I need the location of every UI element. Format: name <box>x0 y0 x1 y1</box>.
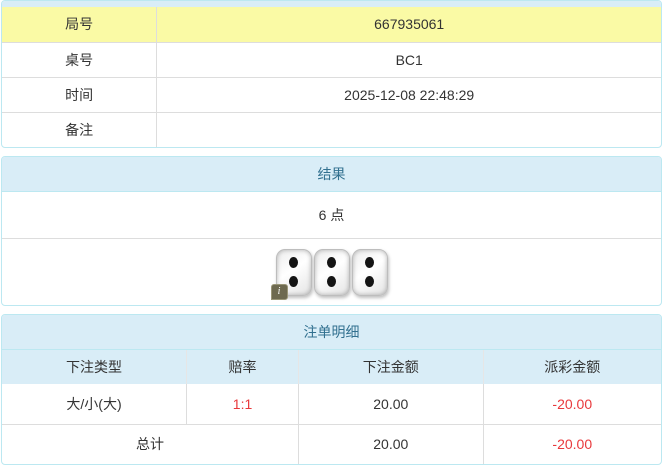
payout-cell: -20.00 <box>482 384 661 424</box>
column-header-payout: 派彩金额 <box>482 350 661 384</box>
bet-details-table: 下注类型 赔率 下注金额 派彩金额 大/小(大) 1:1 20.00 -20.0… <box>2 350 661 464</box>
table-row: 时间 2025-12-08 22:48:29 <box>2 76 661 112</box>
die-dot <box>289 275 298 287</box>
dice-group: i <box>270 248 389 300</box>
table-number-value: BC1 <box>156 41 661 77</box>
total-label: 总计 <box>2 423 299 464</box>
die-dot <box>365 257 374 269</box>
odds-cell: 1:1 <box>186 384 299 424</box>
round-info-panel: 局号 667935061 桌号 BC1 时间 2025-12-08 22:48:… <box>1 0 662 148</box>
die-3 <box>351 248 388 296</box>
bet-details-title: 注单明细 <box>2 315 661 350</box>
result-panel: 结果 6 点 i <box>1 156 662 306</box>
column-header-odds: 赔率 <box>186 350 299 384</box>
table-row: 桌号 BC1 <box>2 41 661 77</box>
dice-row: i <box>2 239 661 305</box>
die-dot <box>365 275 374 287</box>
time-label: 时间 <box>2 76 157 112</box>
round-info-panel-top-strip <box>2 1 661 7</box>
table-header-row: 下注类型 赔率 下注金额 派彩金额 <box>2 350 661 384</box>
table-row: 大/小(大) 1:1 20.00 -20.00 <box>2 384 661 424</box>
table-number-label: 桌号 <box>2 41 157 77</box>
round-number-label: 局号 <box>2 7 157 42</box>
result-points: 6 点 <box>2 192 661 239</box>
remark-value <box>156 111 661 147</box>
result-panel-title: 结果 <box>2 157 661 192</box>
info-icon[interactable]: i <box>270 283 288 300</box>
remark-label: 备注 <box>2 111 157 147</box>
round-number-value: 667935061 <box>156 7 661 42</box>
bet-details-panel: 注单明细 下注类型 赔率 下注金额 派彩金额 大/小(大) 1:1 20.00 … <box>1 314 662 465</box>
total-bet-amount: 20.00 <box>298 423 484 464</box>
die-dot <box>327 257 336 269</box>
table-row: 局号 667935061 <box>2 7 661 42</box>
bet-amount-cell: 20.00 <box>298 384 484 424</box>
round-info-table: 局号 667935061 桌号 BC1 时间 2025-12-08 22:48:… <box>2 7 661 147</box>
die-dot <box>327 275 336 287</box>
bet-type-cell: 大/小(大) <box>66 395 122 412</box>
die-2 <box>313 248 350 296</box>
column-header-bet-type: 下注类型 <box>2 350 187 384</box>
table-row: 备注 <box>2 111 661 147</box>
total-payout: -20.00 <box>482 423 661 464</box>
die-dot <box>289 257 298 269</box>
time-value: 2025-12-08 22:48:29 <box>156 76 661 112</box>
total-row: 总计 20.00 -20.00 <box>2 423 661 464</box>
column-header-bet-amount: 下注金额 <box>298 350 484 384</box>
